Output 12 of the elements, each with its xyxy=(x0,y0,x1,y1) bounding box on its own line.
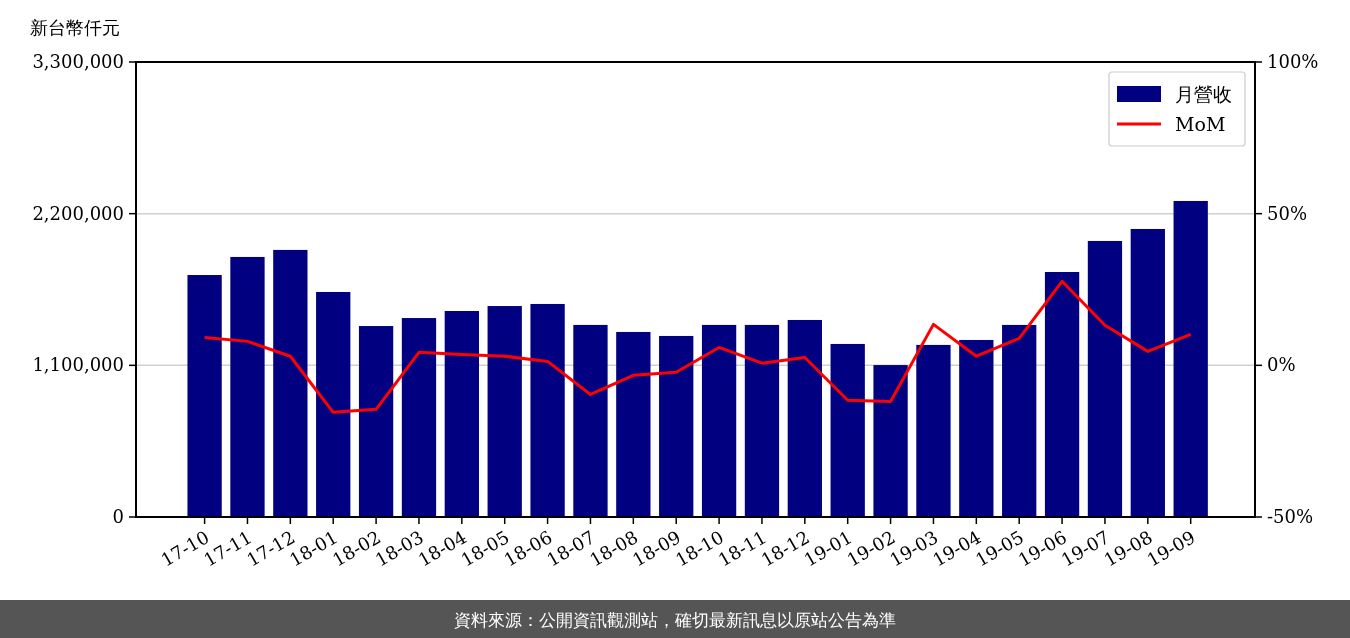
y-tick-label: 0 xyxy=(112,506,124,527)
legend-label: 月營收 xyxy=(1175,83,1232,105)
source-note: 資料來源：公開資訊觀測站，確切最新訊息以原站公告為準 xyxy=(454,610,896,630)
y2-tick-label: 0% xyxy=(1267,354,1296,376)
y2-tick-label: 100% xyxy=(1267,51,1319,72)
y2-tick-label: 50% xyxy=(1267,202,1308,224)
y-tick-label: 1,100,000 xyxy=(32,354,124,376)
y2-tick-label: -50% xyxy=(1267,506,1314,527)
y-axis-title: 新台幣仟元 xyxy=(30,17,120,38)
legend-label: MoM xyxy=(1175,113,1226,135)
y-tick-label: 3,300,000 xyxy=(32,51,124,72)
y-tick-label: 2,200,000 xyxy=(32,202,124,224)
